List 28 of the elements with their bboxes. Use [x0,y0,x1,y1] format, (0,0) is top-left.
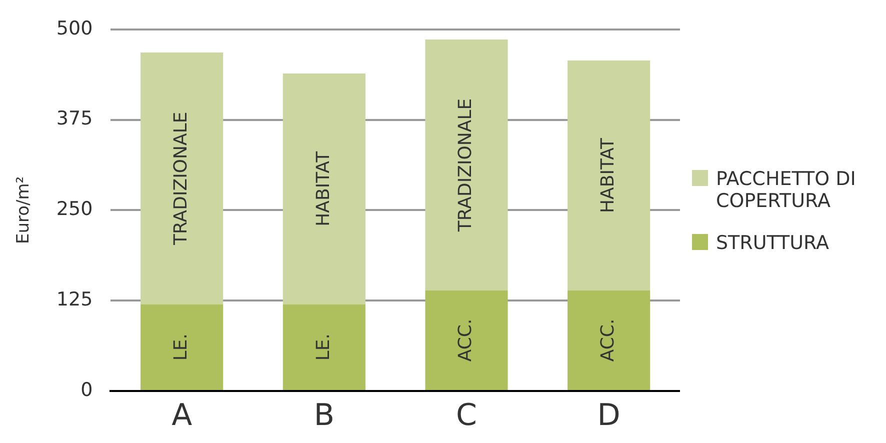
y-axis-title: Euro/m² [14,176,34,244]
bar [568,60,650,290]
legend-label: PACCHETTO DI COPERTURA [716,168,857,212]
y-tick-label: 250 [56,198,93,220]
y-tick-label: 125 [56,288,93,311]
bar [140,304,224,390]
x-tick-label: B [314,398,334,433]
data-label: ACC. [455,318,476,362]
bar [425,290,508,390]
bar [140,52,224,304]
y-tick-label: 0 [80,378,93,401]
data-label: TRADIZIONALE [170,112,192,246]
x-tick-label: C [456,398,477,433]
bar [282,304,366,390]
x-tick-label: A [172,398,193,433]
bar [425,40,508,290]
data-label: ACC. [598,318,619,362]
bar [568,290,650,390]
data-label: TRADIZIONALE [455,98,476,233]
bar [282,74,366,304]
data-label: HABITAT [598,136,619,213]
data-label: LE. [312,334,334,361]
data-label: HABITAT [312,150,334,226]
x-tick-label: D [597,398,620,433]
legend-label: STRUTTURA [716,232,829,254]
y-tick-label: 375 [56,108,93,130]
y-tick-label: 500 [56,17,93,40]
data-label: LE. [170,334,192,361]
